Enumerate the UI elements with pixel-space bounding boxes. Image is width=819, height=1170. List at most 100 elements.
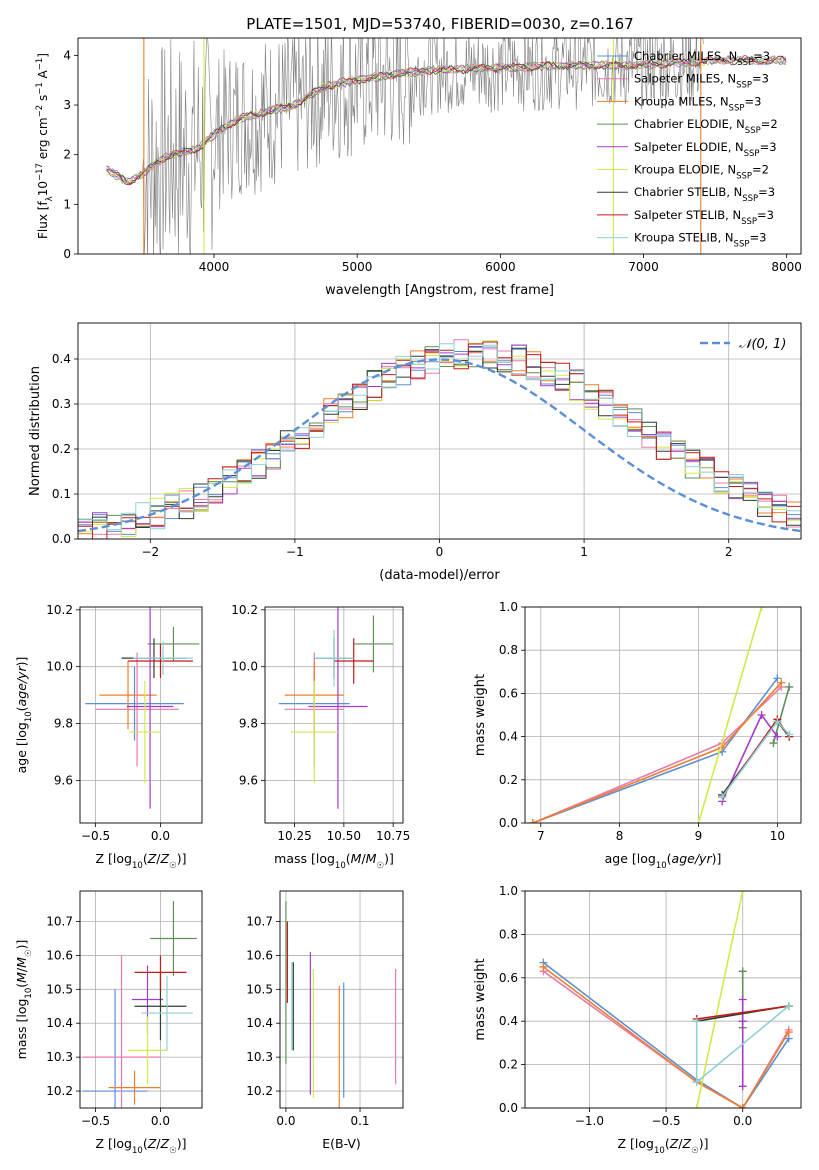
y-tick-label: 10.2 [231, 603, 258, 617]
x-tick-label: 10.25 [277, 829, 311, 843]
y-tick-label: 0.2 [499, 1058, 518, 1072]
y-tick-label: 1.0 [499, 884, 518, 898]
mass-vs-extinction-panel: 0.0 0.1 10.2 10.3 10.4 10.5 10.6 10.7 E(B-V) [246, 890, 404, 1151]
y-tick-label: 9.8 [239, 717, 258, 731]
y-axis-label: mass weight [473, 674, 488, 756]
weight-point-marker [769, 739, 778, 748]
y-axis-label: Normed distribution [28, 366, 43, 496]
y-tick-label: 10.3 [246, 1050, 273, 1064]
x-tick-label: 7000 [628, 260, 659, 274]
y-tick-label: 0.4 [499, 730, 518, 744]
x-axis-label: age [log10(age/yr)] [605, 851, 722, 871]
y-tick-label: 0.0 [52, 532, 71, 546]
x-tick-label: 8000 [771, 260, 802, 274]
x-tick-label: 10 [770, 829, 785, 843]
residuals-panel: −2 −1 0 1 2 0.0 0.1 0.2 0.3 0.4 (data-model)/error… [28, 322, 802, 583]
axes-frame [77, 322, 802, 540]
y-tick-label: 9.8 [54, 717, 73, 731]
y-tick-label: 2 [63, 148, 71, 162]
weight-point-marker [692, 1104, 701, 1108]
y-tick-label: 0.2 [499, 773, 518, 787]
weight-point-marker [773, 674, 782, 683]
weight-point-marker [773, 717, 782, 726]
y-tick-label: 4 [63, 48, 71, 62]
y-tick-label: 9.6 [54, 773, 73, 787]
x-axis-label: (data-model)/error [379, 568, 500, 583]
y-tick-label: 10.2 [46, 603, 73, 617]
axes-frame [77, 37, 802, 255]
y-tick-label: 0.6 [499, 686, 518, 700]
weight-vs-metallicity-panel: −1.0 −0.5 0.0 0.0 0.2 0.4 0.6 0.8 1.0 Z [log10(Z/… [473, 884, 802, 1156]
y-tick-label: 0.0 [499, 816, 518, 830]
legend-entry: Chabrier STELIB, NSSP=3 [634, 185, 775, 204]
x-tick-label: 0.0 [733, 1114, 752, 1128]
weight-point-marker [784, 1028, 793, 1037]
y-tick-label: 1 [63, 197, 71, 211]
y-axis-label: Flux [fλ10−17 erg cm−2 s−1 A−1] [35, 53, 55, 239]
weight-point-marker [785, 682, 794, 691]
y-tick-label: 10.0 [231, 660, 258, 674]
y-tick-label: 0.3 [52, 397, 71, 411]
age-vs-metallicity-panel: −0.5 0.0 9.6 9.8 10.0 10.2 Z [log10(Z/Z☉)] age … [14, 603, 203, 871]
weight-point-marker [692, 1077, 701, 1086]
x-tick-label: 0.0 [151, 829, 170, 843]
y-tick-label: 3 [63, 98, 71, 112]
y-tick-label: 10.5 [46, 982, 73, 996]
legend-entry: Salpeter STELIB, NSSP=3 [634, 208, 774, 227]
x-axis-label: E(B-V) [322, 1136, 361, 1151]
weight-series-line [721, 717, 790, 798]
x-tick-label: −1 [286, 545, 304, 559]
y-tick-label: 0 [63, 247, 71, 261]
weight-point-marker [784, 1002, 793, 1011]
weight-series-line [695, 891, 744, 1108]
model-spectrum-line [106, 55, 787, 184]
weight-point-marker [692, 1017, 701, 1026]
y-tick-label: 10.3 [46, 1050, 73, 1064]
axes-frame [279, 890, 404, 1109]
y-axis-label: mass [log10(M/M☉)] [14, 940, 34, 1060]
y-axis-label: mass weight [473, 958, 488, 1040]
x-tick-label: 2 [725, 545, 733, 559]
weight-series-line [542, 966, 790, 1108]
age-vs-mass-panel: 10.25 10.50 10.75 9.6 9.8 10.0 10.2 mass [log10… [231, 603, 410, 871]
y-tick-label: 10.0 [46, 660, 73, 674]
weight-vs-age-panel: 7 8 9 10 0.0 0.2 0.4 0.6 0.8 1.0 age [log10(age/yr… [473, 600, 802, 871]
x-tick-label: −0.5 [81, 1114, 110, 1128]
weight-point-marker [738, 1082, 747, 1091]
y-tick-label: 0.1 [52, 487, 71, 501]
axes-frame [79, 606, 203, 824]
weight-point-marker [738, 967, 747, 976]
plot-area [78, 339, 801, 539]
plot-area [285, 901, 397, 1108]
y-tick-label: 0.0 [499, 1101, 518, 1115]
y-tick-label: 0.6 [499, 971, 518, 985]
x-tick-label: 6000 [485, 260, 516, 274]
axes-frame [79, 890, 203, 1109]
y-tick-label: 10.5 [246, 982, 273, 996]
weight-point-marker [539, 962, 548, 971]
weight-point-marker [718, 793, 727, 802]
y-tick-label: 10.2 [46, 1084, 73, 1098]
plot-area [82, 901, 197, 1108]
weight-point-marker [738, 891, 747, 895]
y-tick-label: 0.4 [499, 1014, 518, 1028]
x-axis-label: Z [log10(Z/Z☉)] [96, 1136, 187, 1156]
legend-entry: Kroupa MILES, NSSP=3 [634, 94, 761, 113]
plot-area [85, 607, 200, 809]
x-tick-label: 8 [616, 829, 624, 843]
y-tick-label: 0.8 [499, 927, 518, 941]
model-spectrum-line [106, 54, 787, 180]
y-tick-label: 9.6 [239, 773, 258, 787]
x-tick-label: 10.50 [327, 829, 361, 843]
mass-vs-metallicity-panel: −0.5 0.0 10.2 10.3 10.4 10.5 10.6 10.7 Z [log10(… [14, 890, 203, 1156]
x-axis-label: Z [log10(Z/Z☉)] [96, 851, 187, 871]
legend-entry: Salpeter MILES, NSSP=3 [634, 72, 769, 91]
y-tick-label: 10.7 [46, 915, 73, 929]
x-axis-label: mass [log10(M/M☉)] [274, 851, 394, 871]
weight-series-line [532, 677, 778, 823]
weight-point-marker [528, 819, 537, 823]
x-tick-label: −0.5 [81, 829, 110, 843]
x-tick-label: 5000 [342, 260, 373, 274]
observed-spectrum-line [142, 38, 704, 254]
